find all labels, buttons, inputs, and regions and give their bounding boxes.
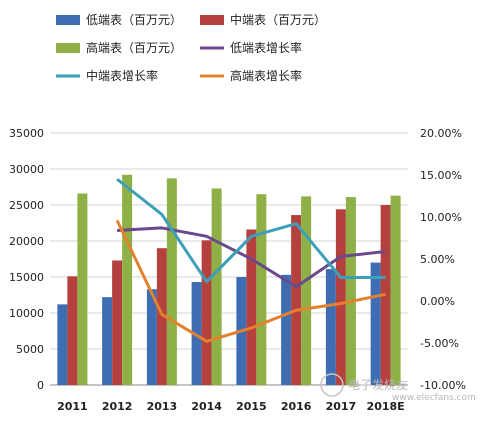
- left-axis-ticks: 0 5000 10000 15000 20000 25000 30000 35000: [9, 127, 44, 392]
- bar: [281, 274, 292, 385]
- left-tick-label: 30000: [9, 163, 44, 176]
- right-tick-label: -5.00%: [420, 337, 459, 350]
- right-axis-ticks: -10.00% -5.00% 0.00% 5.00% 10.00% 15.00% 20.00…: [420, 127, 466, 392]
- bar: [370, 262, 381, 385]
- series-line: [115, 219, 386, 343]
- bar-series: [57, 174, 401, 385]
- legend-label: 低端表（百万元）: [86, 13, 182, 27]
- bar: [67, 276, 78, 385]
- left-tick-label: 15000: [9, 271, 44, 284]
- bar: [325, 269, 336, 385]
- left-tick-label: 20000: [9, 235, 44, 248]
- series-line: [117, 226, 386, 289]
- right-tick-label: 10.00%: [420, 211, 462, 224]
- right-tick-label: -10.00%: [420, 379, 466, 392]
- bar: [256, 194, 267, 385]
- left-tick-label: 35000: [9, 127, 44, 140]
- legend-label: 中端表增长率: [86, 68, 158, 83]
- legend-swatch: [56, 43, 80, 53]
- bar: [301, 196, 312, 385]
- bar: [390, 195, 401, 385]
- right-tick-label: 20.00%: [420, 127, 462, 140]
- legend-label: 高端表增长率: [230, 68, 302, 83]
- left-tick-label: 25000: [9, 199, 44, 212]
- bar: [345, 197, 356, 385]
- series-line: [116, 178, 386, 284]
- right-tick-label: 15.00%: [420, 169, 462, 182]
- bar: [102, 297, 113, 385]
- right-tick-label: 0.00%: [420, 295, 455, 308]
- left-tick-label: 0: [37, 379, 44, 392]
- left-tick-label: 10000: [9, 307, 44, 320]
- x-tick-label: 2011: [57, 400, 88, 413]
- x-tick-label: 2014: [191, 400, 222, 413]
- bar: [77, 193, 88, 385]
- x-tick-label: 2015: [236, 400, 267, 413]
- bar: [246, 229, 257, 385]
- watermark-text: 电子发烧友: [348, 377, 408, 392]
- watermark-logo-icon: [320, 373, 344, 397]
- bar: [291, 215, 302, 385]
- bar: [201, 240, 212, 385]
- right-tick-label: 5.00%: [420, 253, 455, 266]
- bar: [112, 260, 123, 385]
- bar: [335, 209, 346, 385]
- legend-label: 中端表（百万元）: [230, 12, 326, 27]
- x-tick-label: 2017: [326, 400, 357, 413]
- bar: [191, 282, 202, 385]
- line-series: [115, 178, 386, 343]
- bar: [211, 188, 222, 385]
- bar: [57, 304, 68, 385]
- x-tick-label: 2018E: [367, 400, 405, 413]
- bar: [146, 289, 157, 385]
- bar: [156, 248, 167, 385]
- x-tick-label: 2012: [102, 400, 133, 413]
- legend-label: 低端表增长率: [230, 40, 302, 55]
- legend-swatch: [200, 15, 224, 25]
- bar: [122, 174, 133, 385]
- legend-label: 高端表（百万元）: [86, 40, 182, 55]
- bar: [166, 178, 177, 385]
- watermark: 电子发烧友 www.elecfans.com: [320, 373, 476, 403]
- x-tick-label: 2016: [281, 400, 312, 413]
- left-tick-label: 5000: [16, 343, 44, 356]
- x-tick-label: 2013: [147, 400, 178, 413]
- legend-swatch: [56, 15, 80, 25]
- x-axis-ticks: 2011 2012 2013 2014 2015 2016 2017 2018E: [57, 400, 405, 413]
- watermark-url: www.elecfans.com: [392, 393, 476, 403]
